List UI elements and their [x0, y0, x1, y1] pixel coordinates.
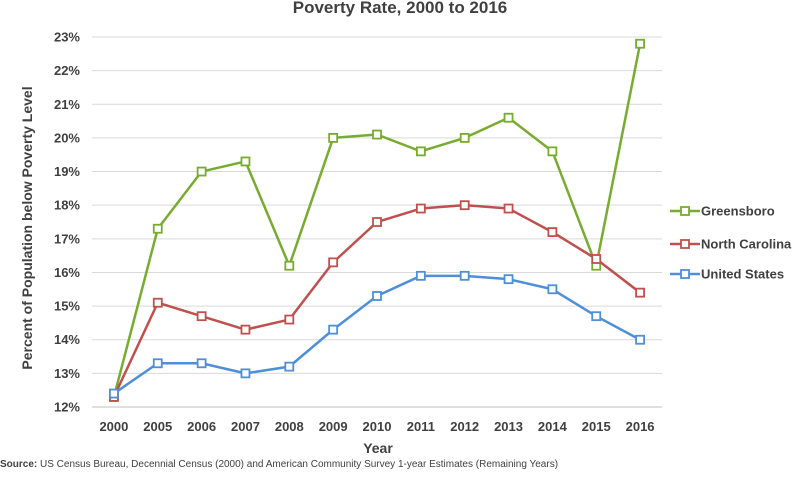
- greensboro-point: [503, 112, 514, 123]
- north-carolina-point: [415, 203, 426, 214]
- greensboro-point: [328, 133, 339, 143]
- x-tick-label: 2000: [99, 419, 128, 434]
- x-axis-ticks: 2000 2005 2006 2007 2008 2009 2010 2011 2012 2013…: [99, 419, 654, 434]
- x-tick-label: 2014: [538, 419, 568, 434]
- y-tick-label: 22%: [54, 63, 80, 78]
- legend-label: North Carolina: [701, 237, 792, 252]
- y-tick-label: 14%: [54, 332, 80, 347]
- series-united-states: [109, 270, 645, 399]
- greensboro-point: [284, 260, 295, 271]
- greensboro-point: [372, 129, 382, 140]
- united-states-point: [459, 270, 470, 281]
- x-tick-label: 2015: [582, 419, 611, 434]
- united-states-point: [635, 334, 645, 345]
- united-states-point: [415, 270, 426, 281]
- united-states-point: [547, 284, 558, 295]
- source-text: US Census Bureau, Decennial Census (2000…: [40, 459, 559, 470]
- x-tick-label: 2005: [143, 419, 172, 434]
- legend-label: United States: [701, 267, 784, 282]
- greensboro-point: [459, 133, 470, 143]
- legend-swatch-marker: [680, 206, 690, 216]
- series-north-carolina: [109, 200, 645, 402]
- legend-item-greensboro: Greensboro: [670, 204, 775, 219]
- y-axis-ticks: 12% 13% 14% 15% 16% 17% 18% 19% 20% 21% 22% 23%: [54, 30, 80, 415]
- y-axis-title: Percent of Population below Poverty Leve…: [19, 86, 35, 369]
- greensboro-point: [547, 146, 558, 157]
- source-note: Source: US Census Bureau, Decennial Cens…: [0, 459, 558, 470]
- x-tick-label: 2012: [450, 419, 479, 434]
- north-carolina-point: [284, 314, 295, 325]
- north-carolina-line: [112, 203, 641, 398]
- legend-item-north-carolina: North Carolina: [670, 237, 792, 252]
- north-carolina-point: [635, 287, 645, 298]
- greensboro-point: [240, 156, 251, 167]
- chart-title: Poverty Rate, 2000 to 2016: [293, 0, 508, 17]
- legend-label: Greensboro: [701, 204, 775, 219]
- y-tick-label: 21%: [54, 97, 80, 112]
- united-states-point: [240, 368, 251, 379]
- north-carolina-point: [240, 324, 251, 335]
- greensboro-point: [196, 166, 207, 177]
- north-carolina-point: [459, 200, 470, 211]
- y-tick-label: 13%: [54, 366, 80, 381]
- greensboro-point: [152, 223, 163, 234]
- y-tick-label: 19%: [54, 164, 80, 179]
- north-carolina-point: [152, 297, 163, 308]
- legend-item-united-states: United States: [670, 267, 784, 282]
- y-tick-label: 12%: [54, 400, 80, 415]
- united-states-point: [503, 274, 514, 285]
- legend: Greensboro North Carolina United States: [670, 204, 792, 282]
- x-tick-label: 2010: [363, 419, 392, 434]
- united-states-point: [284, 361, 295, 372]
- x-tick-label: 2013: [494, 419, 523, 434]
- north-carolina-point: [372, 217, 382, 227]
- y-tick-label: 23%: [54, 30, 80, 45]
- united-states-point: [372, 291, 382, 301]
- north-carolina-point: [591, 254, 602, 264]
- y-tick-label: 17%: [54, 231, 80, 246]
- y-tick-label: 15%: [54, 299, 80, 314]
- greensboro-point: [415, 146, 426, 157]
- greensboro-point: [635, 38, 645, 49]
- united-states-point: [591, 311, 602, 322]
- source-label: Source:: [0, 459, 38, 470]
- legend-swatch-marker: [680, 269, 690, 279]
- united-states-point: [152, 358, 163, 369]
- x-tick-label: 2009: [319, 419, 348, 434]
- north-carolina-point: [328, 257, 339, 268]
- y-tick-label: 20%: [54, 130, 80, 145]
- x-tick-label: 2006: [187, 419, 216, 434]
- legend-swatch-marker: [680, 239, 690, 249]
- north-carolina-point: [503, 203, 514, 214]
- x-tick-label: 2011: [407, 419, 435, 434]
- x-tick-label: 2008: [275, 419, 304, 434]
- x-axis-title: Year: [363, 440, 393, 456]
- north-carolina-point: [547, 227, 558, 237]
- north-carolina-point: [196, 311, 207, 322]
- series-layer: [109, 38, 645, 402]
- y-tick-label: 16%: [54, 265, 80, 280]
- x-tick-label: 2007: [231, 419, 260, 434]
- united-states-point: [109, 388, 119, 399]
- united-states-point: [328, 324, 339, 335]
- y-tick-label: 18%: [54, 198, 80, 213]
- united-states-point: [196, 358, 207, 369]
- x-tick-label: 2016: [626, 419, 655, 434]
